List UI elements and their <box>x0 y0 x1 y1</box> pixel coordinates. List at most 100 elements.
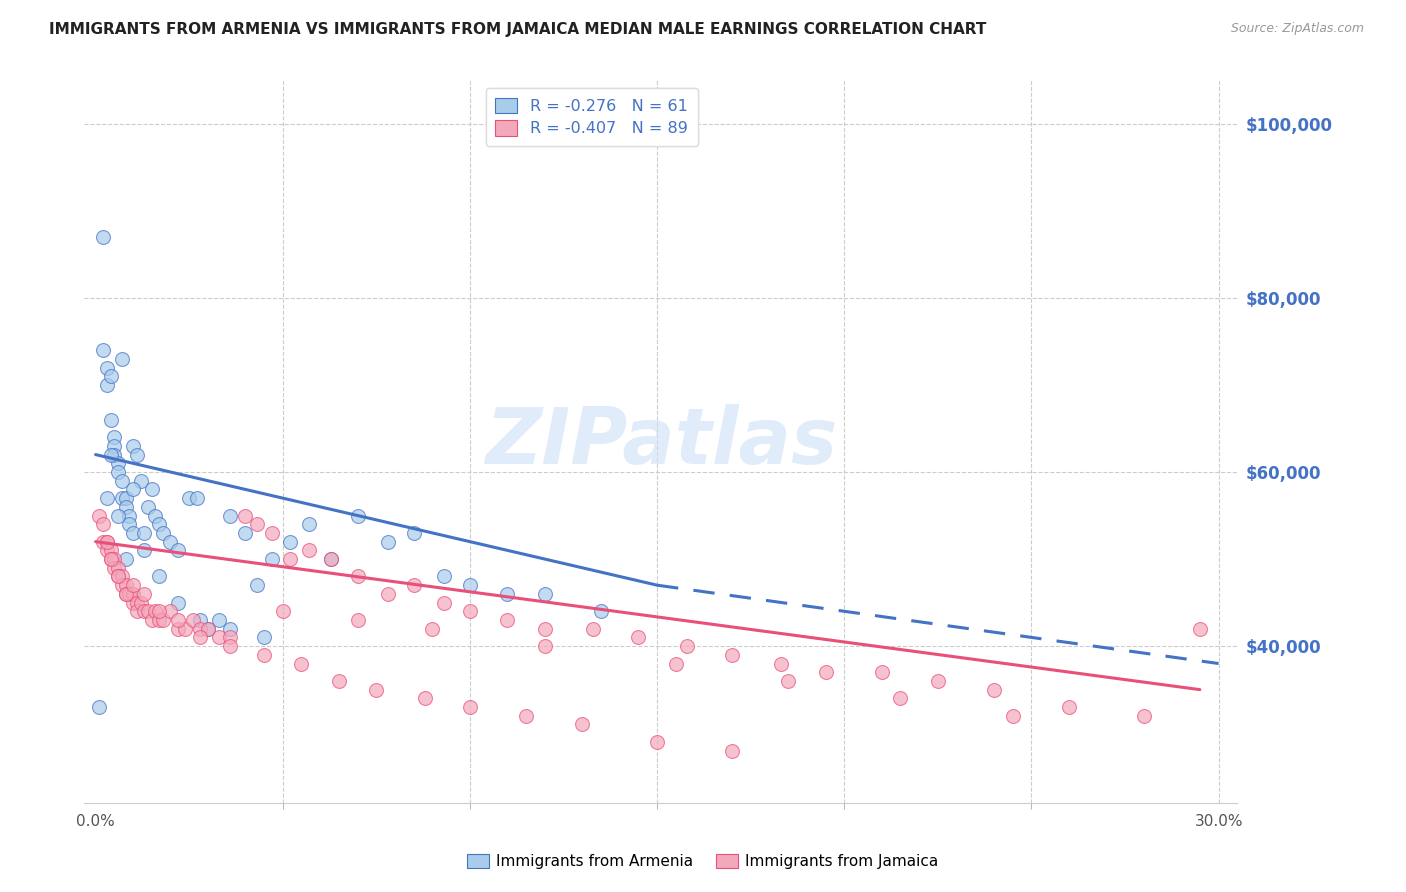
Point <box>134 543 156 558</box>
Point <box>100 552 122 566</box>
Point <box>111 491 134 505</box>
Legend: R = -0.276   N = 61, R = -0.407   N = 89: R = -0.276 N = 61, R = -0.407 N = 89 <box>485 88 697 146</box>
Point <box>233 525 256 540</box>
Point <box>103 552 125 566</box>
Point <box>148 613 170 627</box>
Point <box>96 534 118 549</box>
Point <box>134 604 156 618</box>
Point <box>125 448 148 462</box>
Point <box>148 517 170 532</box>
Point <box>366 682 388 697</box>
Point <box>122 483 145 497</box>
Point <box>107 569 129 583</box>
Point <box>159 534 181 549</box>
Point <box>889 691 911 706</box>
Point <box>91 230 114 244</box>
Point <box>96 534 118 549</box>
Point <box>190 613 212 627</box>
Point <box>114 587 136 601</box>
Point <box>1001 708 1024 723</box>
Point <box>174 622 197 636</box>
Point <box>136 604 159 618</box>
Point <box>96 378 118 392</box>
Text: ZIPatlas: ZIPatlas <box>485 403 837 480</box>
Point <box>91 517 114 532</box>
Point <box>197 622 219 636</box>
Point <box>219 622 242 636</box>
Point <box>122 439 145 453</box>
Point <box>676 639 699 653</box>
Point <box>122 587 145 601</box>
Point <box>167 613 190 627</box>
Point <box>260 525 283 540</box>
Point <box>186 491 208 505</box>
Point <box>721 648 744 662</box>
Point <box>167 596 190 610</box>
Point <box>433 569 456 583</box>
Point <box>159 604 181 618</box>
Point <box>129 596 152 610</box>
Point <box>100 543 122 558</box>
Point <box>260 552 283 566</box>
Point <box>134 525 156 540</box>
Point <box>271 604 294 618</box>
Point <box>111 569 134 583</box>
Point <box>769 657 792 671</box>
Point <box>413 691 436 706</box>
Point <box>96 543 118 558</box>
Point <box>346 508 368 523</box>
Point <box>927 673 949 688</box>
Point <box>152 613 174 627</box>
Point <box>665 657 688 671</box>
Point <box>96 491 118 505</box>
Point <box>433 596 456 610</box>
Text: Source: ZipAtlas.com: Source: ZipAtlas.com <box>1230 22 1364 36</box>
Point <box>111 474 134 488</box>
Point <box>233 508 256 523</box>
Point <box>100 552 122 566</box>
Point <box>298 517 321 532</box>
Point <box>136 500 159 514</box>
Point <box>91 343 114 358</box>
Point <box>122 578 145 592</box>
Point <box>870 665 893 680</box>
Point <box>107 465 129 479</box>
Point <box>1188 622 1211 636</box>
Point <box>145 604 167 618</box>
Point <box>190 631 212 645</box>
Point <box>103 439 125 453</box>
Point <box>91 534 114 549</box>
Point <box>141 613 163 627</box>
Point <box>197 622 219 636</box>
Point <box>402 525 425 540</box>
Point <box>114 587 136 601</box>
Point <box>589 604 612 618</box>
Point <box>253 648 276 662</box>
Point <box>141 483 163 497</box>
Point <box>278 552 301 566</box>
Point <box>515 708 537 723</box>
Point <box>89 700 111 714</box>
Point <box>219 631 242 645</box>
Point <box>721 743 744 757</box>
Point <box>179 491 201 505</box>
Point <box>145 508 167 523</box>
Point <box>125 596 148 610</box>
Point <box>114 552 136 566</box>
Point <box>219 508 242 523</box>
Point <box>100 369 122 384</box>
Point <box>778 673 800 688</box>
Point <box>208 613 231 627</box>
Point <box>321 552 343 566</box>
Point <box>118 587 141 601</box>
Point <box>245 517 267 532</box>
Point <box>422 622 444 636</box>
Point <box>533 587 555 601</box>
Point <box>346 569 368 583</box>
Point <box>107 561 129 575</box>
Point <box>114 491 136 505</box>
Point <box>118 517 141 532</box>
Point <box>496 613 519 627</box>
Point <box>321 552 343 566</box>
Point <box>402 578 425 592</box>
